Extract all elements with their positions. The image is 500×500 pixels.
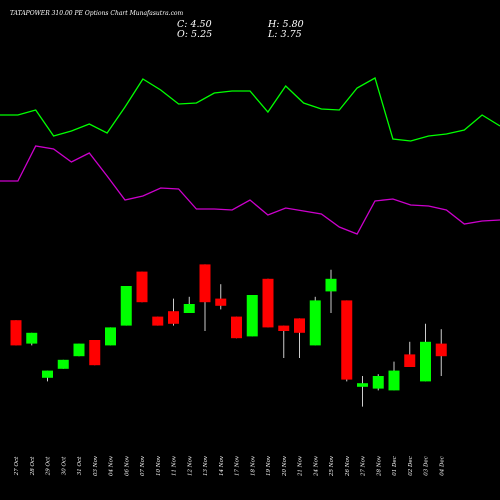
low-value: L: 3.75 [267,29,302,40]
x-tick-label: 21 Nov [298,455,304,477]
candle-down [89,340,101,366]
x-tick-label: 17 Nov [235,455,241,476]
x-tick-label: 27 Oct [14,456,20,476]
candle-down [10,320,22,346]
green-line [0,77,500,142]
x-tick-label: 26 Nov [345,455,351,477]
candle-up [372,376,384,389]
candle-up [388,370,400,391]
x-tick-label: 13 Nov [203,455,209,476]
candle-up [105,327,116,346]
x-tick-label: 20 Nov [282,455,288,477]
candle-down [231,316,242,339]
candle-down [262,278,274,328]
x-tick-label: 24 Nov [313,455,319,477]
x-tick-label: 28 Nov [376,455,382,477]
x-tick-label: 31 Oct [77,456,83,475]
candle-up [57,359,69,369]
candle-up [73,343,85,357]
candle-down [404,354,416,367]
x-tick-label: 18 Nov [250,455,256,476]
candle-up [120,286,132,326]
x-tick-label: 01 Dec [392,456,398,476]
candle-down [341,300,353,380]
candle-up [420,341,431,382]
x-tick-label: 03 Dec [424,456,430,476]
indicator-lines [0,77,500,235]
candle-down [435,343,447,357]
high-value: H: 5.80 [267,19,304,30]
x-tick-label: 14 Nov [219,455,225,476]
x-tick-label: 02 Dec [408,456,414,476]
magenta-line [0,145,500,235]
chart-title: TATAPOWER 310.00 PE Options Chart Munafa… [10,10,184,17]
x-tick-label: 03 Nov [93,455,99,476]
candle-down [199,264,211,303]
candle-up [309,300,321,346]
x-tick-label: 04 Dec [439,456,445,476]
x-tick-label: 27 Nov [361,455,367,477]
candle-up [246,295,258,337]
x-tick-label: 28 Oct [30,456,36,476]
x-tick-label: 30 Oct [61,456,67,475]
x-tick-label: 06 Nov [124,455,130,476]
x-tick-label: 19 Nov [266,455,272,476]
candle-up [26,332,38,344]
close-value: C: 4.50 [177,19,212,30]
x-tick-label: 12 Nov [187,455,193,476]
candle-up [325,278,337,292]
candle-up [183,304,195,313]
candle-down [168,311,179,324]
candle-up [357,383,368,387]
candle-down [136,271,148,303]
x-tick-label: 10 Nov [156,455,162,476]
open-value: O: 5.25 [177,29,212,40]
x-tick-label: 25 Nov [329,455,335,477]
x-axis-ticks: 27 Oct 28 Oct 29 Oct 30 Oct 31 Oct 03 Nov 04 N… [14,455,445,477]
candle-down [294,318,305,333]
candles [10,264,447,407]
candle-down [278,325,290,331]
x-tick-label: 29 Oct [46,456,52,476]
x-tick-label: 11 Nov [172,455,178,476]
candle-down [215,298,227,306]
candle-up [42,370,53,378]
candle-down [152,316,164,326]
x-tick-label: 07 Nov [140,455,146,476]
x-tick-label: 04 Nov [109,455,115,476]
